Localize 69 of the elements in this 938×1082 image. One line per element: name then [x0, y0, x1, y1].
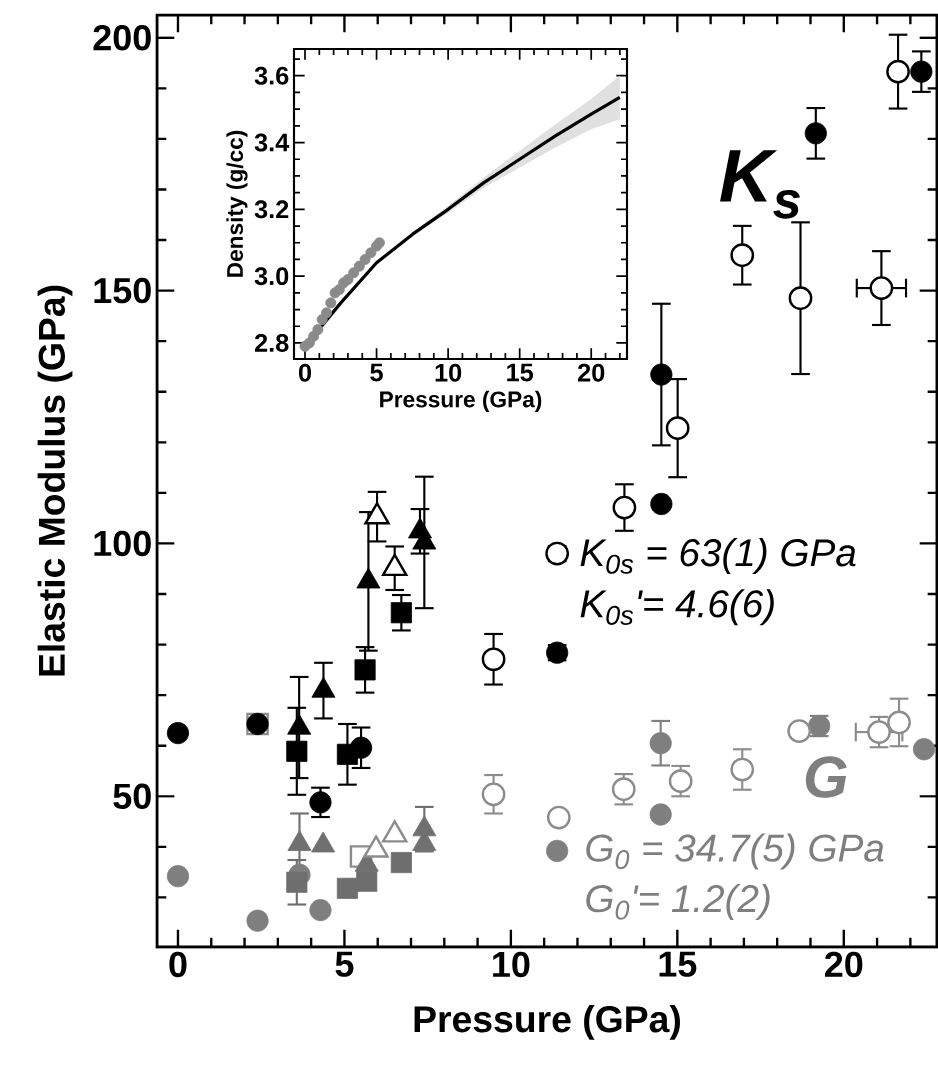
point — [546, 805, 571, 830]
y-tick-label: 150 — [94, 277, 151, 304]
annotation: G$_{0}$ = 34.7(5) GPa — [586, 833, 884, 870]
x-tick-label: 15 — [659, 951, 697, 977]
x-tick-label: 15 — [507, 363, 534, 382]
point — [246, 909, 269, 932]
x-tick-label: 10 — [435, 363, 462, 382]
x-tick-label: 0 — [298, 363, 312, 382]
point — [166, 722, 190, 745]
point — [611, 777, 636, 802]
point — [481, 647, 506, 672]
annotation: K$_{s}$ — [720, 150, 800, 219]
point — [730, 243, 755, 268]
y-tick-label: 200 — [93, 25, 151, 51]
point — [286, 871, 308, 893]
y-tick-label: 3.0 — [254, 267, 289, 286]
point — [730, 757, 755, 782]
point — [342, 274, 354, 285]
point — [286, 740, 308, 762]
point — [481, 782, 506, 807]
point — [353, 260, 365, 272]
point — [354, 659, 376, 681]
y-tick-label: 100 — [94, 530, 151, 557]
annotation: G$_{0}$'= 1.2(2) — [586, 883, 770, 920]
point — [668, 769, 693, 793]
point — [787, 719, 812, 743]
point — [166, 865, 190, 888]
annotation: K$_{0s}$'= 4.6(6) — [580, 589, 774, 626]
point — [359, 253, 371, 265]
point — [650, 363, 673, 386]
point — [650, 492, 673, 516]
point — [348, 267, 360, 279]
point — [365, 247, 377, 259]
point — [312, 324, 324, 336]
x-tick-label: 0 — [169, 951, 187, 978]
point — [649, 732, 672, 755]
point — [336, 743, 358, 765]
point — [867, 720, 891, 744]
point — [649, 803, 672, 826]
x-tick-label: 20 — [578, 363, 605, 382]
point — [325, 297, 337, 309]
point — [336, 877, 358, 899]
point — [309, 899, 332, 922]
y-tick-label: 50 — [113, 783, 151, 810]
point — [309, 791, 332, 814]
annotation: G — [805, 756, 847, 798]
point — [804, 122, 827, 145]
x-tick-label: 20 — [825, 951, 863, 978]
x-axis-title: Pressure (GPa) — [414, 1005, 680, 1040]
x-tick-label: 10 — [493, 951, 530, 978]
point — [390, 602, 412, 624]
x-tick-label: 5 — [335, 951, 354, 977]
point — [665, 416, 690, 441]
point — [612, 495, 637, 520]
x-axis-title: Pressure (GPa) — [380, 390, 542, 412]
y-axis-title: Density (g/cc) — [226, 130, 248, 277]
y-tick-label: 3.6 — [254, 66, 289, 85]
point — [356, 870, 378, 892]
y-tick-label: 3.4 — [254, 133, 290, 152]
point — [390, 852, 412, 874]
point — [788, 286, 813, 311]
point — [321, 307, 332, 319]
y-tick-label: 2.8 — [254, 333, 289, 352]
point — [546, 839, 569, 862]
x-tick-label: 5 — [370, 363, 383, 382]
annotation: K$_{0s}$ = 63(1) GPa — [580, 538, 856, 575]
y-tick-label: 3.2 — [254, 200, 289, 219]
y-axis-title: Elastic Modulus (GPa) — [37, 285, 73, 676]
point — [869, 276, 894, 300]
